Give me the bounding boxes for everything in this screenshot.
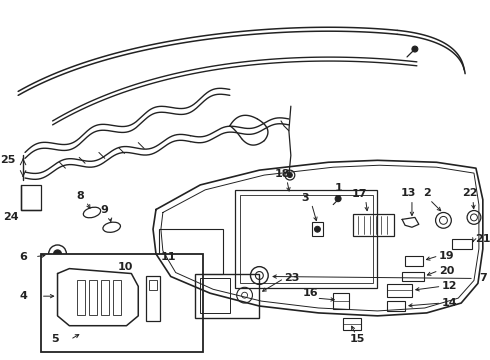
Text: 17: 17 [352,189,368,199]
Bar [405,256,423,266]
Bar [21,185,41,210]
Text: 15: 15 [350,334,366,345]
Text: 25: 25 [0,155,15,165]
Text: 13: 13 [400,188,416,198]
Circle shape [335,196,341,202]
Text: 10: 10 [118,262,133,272]
Text: 23: 23 [284,274,299,283]
Bar [353,215,394,236]
Text: 18: 18 [274,169,290,179]
Bar [41,254,203,352]
Text: 8: 8 [76,191,84,201]
Text: 20: 20 [439,266,454,275]
Bar [113,280,121,315]
Text: 6: 6 [19,252,27,262]
Text: 3: 3 [302,193,309,203]
Circle shape [78,324,86,332]
Text: 2: 2 [423,188,431,198]
Circle shape [315,226,320,232]
Bar [77,280,85,315]
Bar [387,301,405,311]
Circle shape [53,250,61,258]
Text: 24: 24 [3,212,19,222]
Circle shape [412,46,418,52]
Bar [333,293,349,309]
Bar [159,229,223,274]
Text: 7: 7 [479,274,487,283]
Text: 9: 9 [101,204,109,215]
Bar [196,274,259,318]
Text: 12: 12 [441,281,457,291]
Bar [402,271,424,282]
Text: 16: 16 [303,288,318,298]
Bar [101,280,109,315]
Bar [452,239,472,249]
Text: 4: 4 [19,291,27,301]
Bar [146,276,160,321]
Bar [312,222,323,236]
Text: 22: 22 [462,188,478,198]
Bar [387,284,412,297]
Bar [149,280,157,290]
Text: 21: 21 [475,234,490,244]
Text: 5: 5 [51,334,58,345]
Text: 1: 1 [334,183,342,193]
Text: 11: 11 [161,252,176,262]
Bar [343,318,361,330]
Bar [235,190,377,288]
Text: 14: 14 [441,298,457,308]
Bar [200,278,230,313]
Text: 19: 19 [439,251,454,261]
Bar [89,280,97,315]
Circle shape [288,172,293,177]
Bar [240,195,372,283]
